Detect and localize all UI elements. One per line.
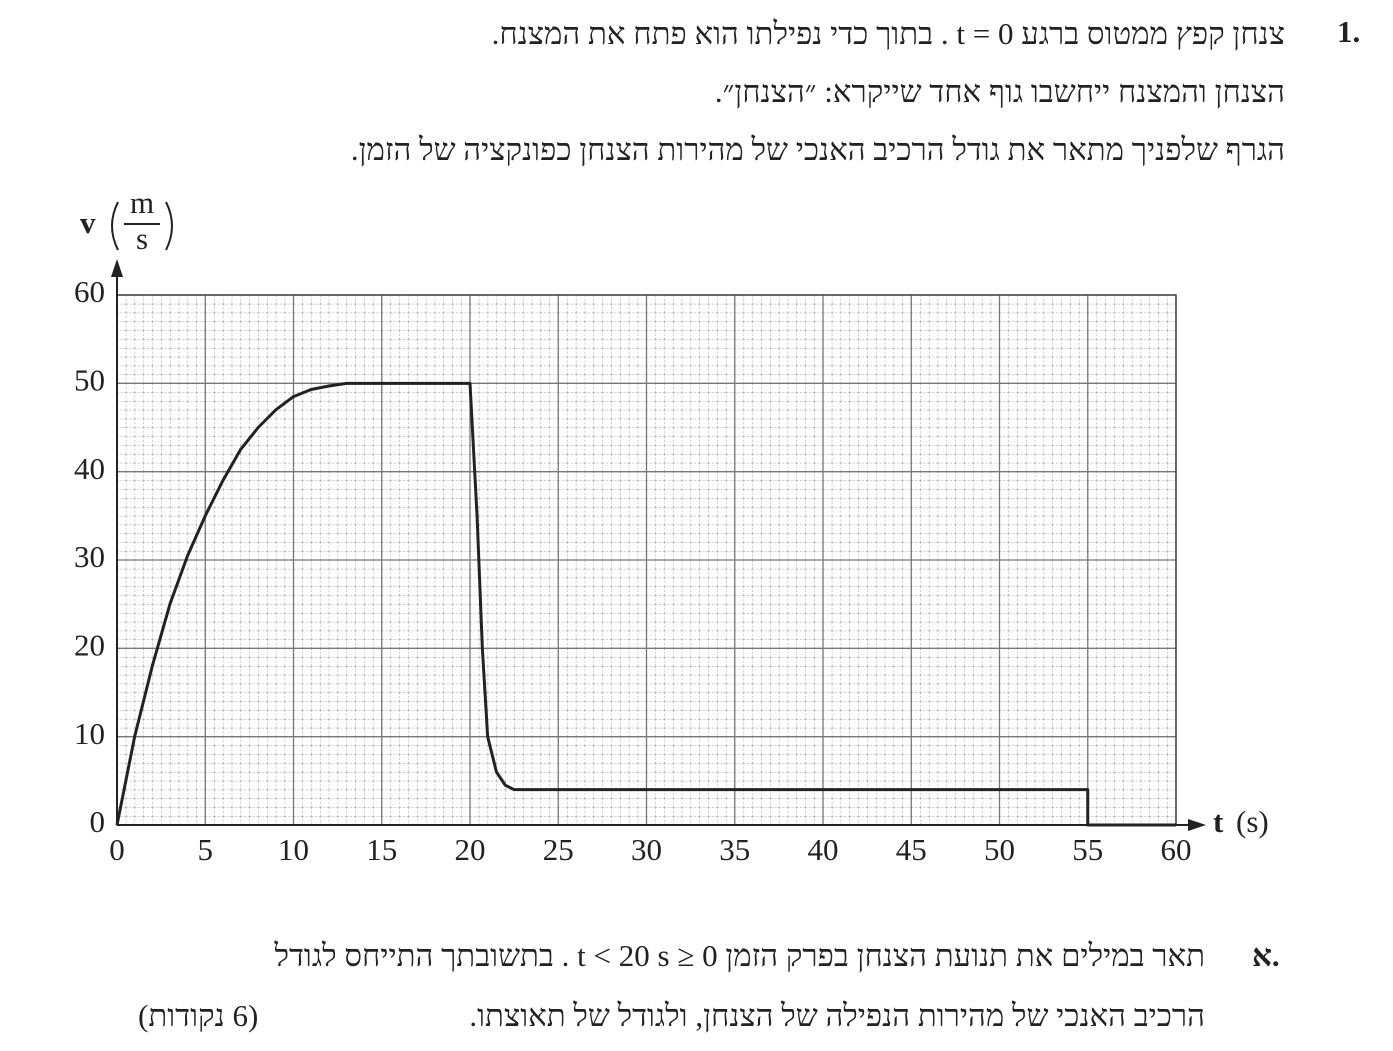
part-line: תאר במילים את תנועת הצנחן בפרק הזמן 0 ≤ … — [274, 938, 1205, 973]
x-tick-label: 55 — [1072, 832, 1103, 867]
y-unit-denominator: s — [136, 221, 148, 256]
question-line: צנחן קפץ ממטוס ברגע t = 0 . בתוך כדי נפי… — [491, 16, 1285, 51]
x-tick-label: 40 — [808, 832, 839, 867]
x-axis-symbol: t — [1213, 804, 1224, 839]
x-tick-label: 60 — [1161, 832, 1192, 867]
x-tick-label: 45 — [896, 832, 927, 867]
x-tick-label: 25 — [543, 832, 574, 867]
paren — [165, 201, 173, 251]
y-tick-label: 10 — [74, 716, 105, 751]
part-label: א. — [1252, 938, 1280, 973]
data-line — [115, 381, 1176, 827]
x-axis-unit: (s) — [1236, 804, 1269, 839]
x-tick-label: 15 — [366, 832, 397, 867]
y-axis-arrow — [111, 259, 123, 277]
y-tick-label: 30 — [74, 539, 105, 574]
question-line: הגרף שלפניך מתאר את גודל הרכיב האנכי של … — [350, 132, 1285, 167]
part-points: (6 נקודות) — [138, 998, 259, 1033]
x-tick-label: 35 — [719, 832, 750, 867]
part-line: הרכיב האנכי של מהירות הנפילה של הצנחן, ו… — [469, 998, 1205, 1033]
y-tick-label: 60 — [74, 274, 105, 309]
y-axis-symbol: v — [80, 205, 96, 240]
x-tick-label: 30 — [631, 832, 662, 867]
y-unit-numerator: m — [130, 185, 154, 220]
y-tick-label: 0 — [90, 804, 106, 839]
y-tick-label: 40 — [74, 451, 105, 486]
x-tick-label: 10 — [278, 832, 309, 867]
x-tick-label: 5 — [198, 832, 214, 867]
x-tick-label: 50 — [984, 832, 1015, 867]
y-tick-label: 50 — [74, 362, 105, 397]
x-tick-label: 20 — [455, 832, 486, 867]
y-tick-label: 20 — [74, 627, 105, 662]
paren — [111, 201, 119, 251]
question-line: הצנחן והמצנח ייחשבו גוף אחד שייקרא: ״הצנ… — [714, 74, 1285, 109]
x-axis-arrow — [1188, 819, 1206, 831]
question-number: 1. — [1337, 14, 1361, 49]
x-tick-label: 0 — [109, 832, 125, 867]
